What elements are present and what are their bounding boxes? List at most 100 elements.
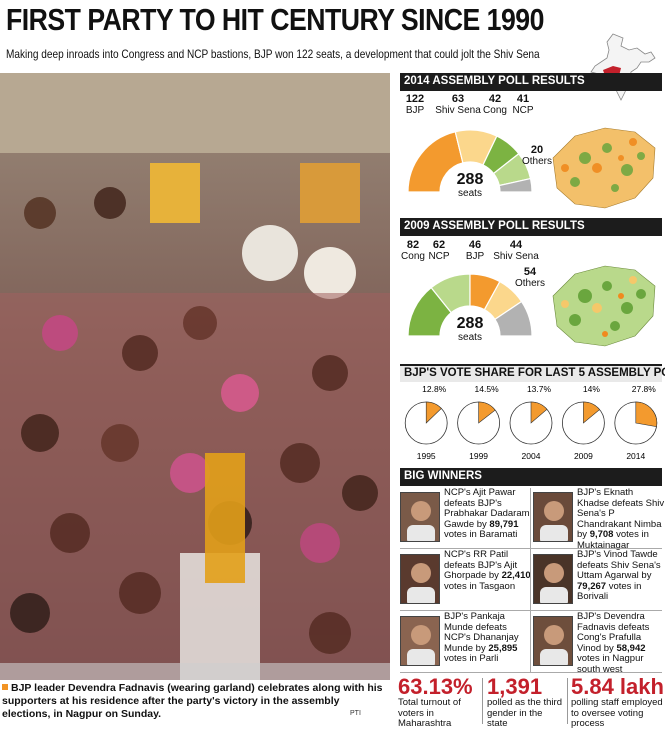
label-2014-bjp-value: 122 — [405, 93, 425, 105]
vote-share-value-2004: 13.7% — [527, 384, 552, 394]
winner-desc: BJP's Eknath Khadse defeats Shiv Sena's … — [577, 487, 665, 540]
photo-credit: PTI — [350, 710, 361, 717]
slice-others — [494, 300, 533, 337]
label-2014-shivsena-value: 63 — [451, 93, 465, 105]
winners-divider — [400, 548, 662, 549]
label-2009-ncp-value: 62 — [432, 239, 446, 251]
big-winner-card: NCP's Ajit Pawar defeats BJP's Prabhakar… — [400, 487, 530, 548]
stat-turnout: 63.13% Total turnout of voters in Mahara… — [398, 674, 480, 729]
india-locator-map — [590, 33, 656, 101]
label-2009-cong-name: Cong — [401, 251, 425, 262]
vote-share-wedge-1995 — [425, 401, 442, 424]
label-2014-bjp: 122 BJP — [400, 93, 430, 117]
caption-text: BJP leader Devendra Fadnavis (wearing ga… — [2, 682, 383, 720]
label-2014-shivsena-name: Shiv Sena — [435, 105, 481, 116]
big-winner-card: BJP's Eknath Khadse defeats Shiv Sena's … — [533, 487, 664, 550]
winner-desc: NCP's RR Patil defeats BJP's Ajit Ghorpa… — [444, 549, 518, 581]
label-2014-ncp: 41 NCP — [510, 93, 536, 117]
vote-share-wedge-2004 — [530, 401, 548, 424]
subhead: Making deep inroads into Congress and NC… — [6, 47, 540, 61]
vote-share-wedge-2014 — [635, 401, 658, 428]
photo-caption: BJP leader Devendra Fadnavis (wearing ga… — [2, 682, 390, 721]
big-winners-title: BIG WINNERS — [400, 468, 662, 486]
label-2014-others-value: 20 — [530, 144, 544, 156]
map-2009 — [552, 265, 656, 347]
label-2014-cong-value: 42 — [488, 93, 502, 105]
vote-share-year-1995: 1995 — [417, 451, 436, 461]
vote-share-chart: 12.8% 1995 14.5% 1999 13.7% 2004 14% 2009 27.8% 2… — [404, 384, 658, 461]
slice-bjp — [407, 131, 464, 193]
label-2009-bjp-name: BJP — [465, 251, 485, 262]
chart-2014: 288 seats — [407, 129, 533, 199]
winner-constituency: votes in Muktainagar — [577, 529, 649, 551]
label-2014-others: 20 Others — [520, 144, 554, 168]
winners-divider — [400, 610, 662, 611]
winner-desc: BJP's Devendra Fadnavis defeats Cong's P… — [577, 611, 650, 654]
vote-share-value-1995: 12.8% — [422, 384, 447, 394]
winner-text: NCP's RR Patil defeats BJP's Ajit Ghorpa… — [444, 549, 532, 592]
winner-margin: 79,267 — [577, 580, 607, 592]
winner-desc: BJP's Vinod Tawde defeats Shiv Sena's Ut… — [577, 549, 661, 581]
chart-2009: 288 seats — [407, 273, 533, 343]
headline: FIRST PARTY TO HIT CENTURY SINCE 1990 — [6, 2, 544, 37]
winner-desc: NCP's Ajit Pawar defeats BJP's Prabhakar… — [444, 487, 530, 530]
chart-2014-center-value: 288 — [457, 171, 484, 188]
winner-margin: 89,791 — [489, 518, 519, 530]
winner-portrait — [533, 616, 573, 666]
stat-polling-staff-text: polling staff employed to oversee voting… — [571, 697, 663, 729]
winner-constituency: votes in Baramati — [444, 529, 518, 540]
stat-polling-staff-value: 5.84 lakh — [571, 674, 664, 699]
map-2014 — [552, 127, 656, 209]
big-winner-card: BJP's Vinod Tawde defeats Shiv Sena's Ut… — [533, 549, 661, 610]
winner-constituency: votes in Tasgaon — [444, 580, 516, 592]
winner-text: NCP's Ajit Pawar defeats BJP's Prabhakar… — [444, 487, 532, 541]
label-2014-cong: 42 Cong — [480, 93, 510, 117]
vote-share-year-1999: 1999 — [469, 451, 488, 461]
label-2014-ncp-name: NCP — [512, 105, 534, 116]
vote-share-year-2004: 2004 — [522, 451, 541, 461]
winner-text: BJP's Pankaja Munde defeats NCP's Dhanan… — [444, 611, 532, 665]
vote-share-year-2009: 2009 — [574, 451, 593, 461]
stat-turnout-value: 63.13% — [398, 674, 473, 699]
label-2009-others-value: 54 — [523, 266, 537, 278]
winner-constituency: votes in Parli — [444, 653, 499, 664]
stat-turnout-text: Total turnout of voters in Maharashtra — [398, 697, 461, 729]
winner-constituency: votes in Nagpur south west — [577, 653, 644, 675]
vote-share-value-2014: 27.8% — [632, 384, 657, 394]
label-2009-ncp: 62 NCP — [424, 239, 454, 263]
winner-margin: 58,942 — [616, 642, 646, 654]
label-2014-bjp-name: BJP — [405, 105, 425, 116]
label-2009-shivsena: 44 Shiv Sena — [490, 239, 542, 263]
chart-2014-slices — [407, 129, 533, 193]
chart-2009-center-unit: seats — [458, 332, 482, 343]
winner-desc: BJP's Pankaja Munde defeats NCP's Dhanan… — [444, 611, 519, 654]
label-2009-shivsena-value: 44 — [509, 239, 523, 251]
winner-margin: 25,895 — [488, 642, 518, 654]
vote-share-value-2009: 14% — [583, 384, 600, 394]
vote-share-year-2014: 2014 — [626, 451, 645, 461]
big-winner-card: BJP's Devendra Fadnavis defeats Cong's P… — [533, 611, 661, 675]
stat-third-gender-text: polled as the third gender in the state — [487, 697, 562, 729]
section-2014-title: 2014 ASSEMBLY POLL RESULTS — [400, 73, 662, 91]
winner-margin: 9,708 — [589, 529, 614, 540]
chart-2009-slices — [407, 273, 533, 337]
label-2009-cong: 82 Cong — [398, 240, 428, 263]
winner-portrait — [400, 616, 440, 666]
celebration-photo — [0, 73, 390, 680]
label-2009-bjp-value: 46 — [468, 239, 482, 251]
winner-portrait — [400, 492, 440, 542]
winners-divider — [400, 672, 662, 673]
winners-divider — [530, 488, 531, 672]
winner-portrait — [533, 492, 573, 542]
big-winner-card: BJP's Pankaja Munde defeats NCP's Dhanan… — [400, 611, 528, 672]
label-2009-shivsena-name: Shiv Sena — [493, 251, 539, 262]
stat-polling-staff: 5.84 lakh polling staff employed to over… — [571, 674, 664, 729]
label-2014-others-name: Others — [521, 156, 552, 167]
section-2009-title: 2009 ASSEMBLY POLL RESULTS — [400, 218, 662, 236]
vote-share-value-1999: 14.5% — [475, 384, 500, 394]
label-2014-ncp-value: 41 — [516, 93, 530, 105]
stat-divider — [567, 678, 568, 724]
winner-text: BJP's Eknath Khadse defeats Shiv Sena's … — [577, 487, 665, 551]
winner-constituency: votes in Borivali — [577, 580, 642, 602]
big-winner-card: NCP's RR Patil defeats BJP's Ajit Ghorpa… — [400, 549, 531, 610]
